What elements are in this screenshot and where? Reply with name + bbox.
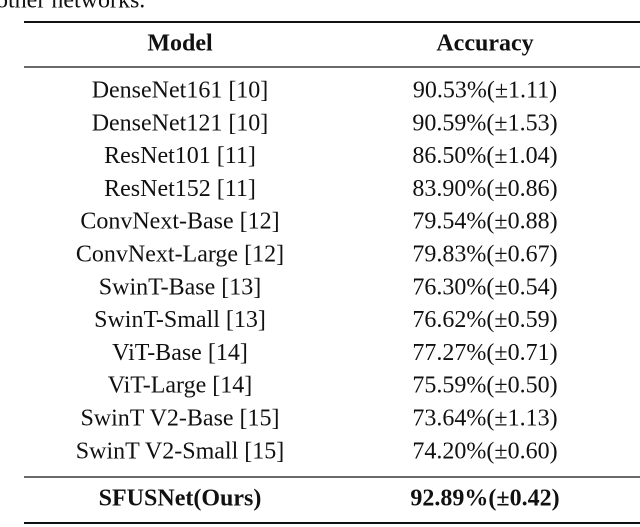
header-cell: Model <box>147 31 213 57</box>
accuracy-cell: 76.30%(±0.54) <box>412 274 557 300</box>
accuracy-cell: 90.59%(±1.53) <box>412 110 557 136</box>
accuracy-cell: 86.50%(±1.04) <box>412 143 557 169</box>
model-cell: ResNet152 [11] <box>104 176 256 202</box>
model-cell: ResNet101 [11] <box>104 143 256 169</box>
accuracy-cell: 74.20%(±0.60) <box>412 438 557 464</box>
model-cell: SwinT V2-Small [15] <box>76 438 284 464</box>
header-cell: Accuracy <box>436 31 533 57</box>
accuracy-cell: 92.89%(±0.42) <box>410 486 559 512</box>
model-cell: SFUSNet(Ours) <box>99 486 262 512</box>
accuracy-cell: 79.83%(±0.67) <box>412 242 557 268</box>
caption-fragment: other networks. <box>0 0 145 14</box>
model-cell: SwinT-Small [13] <box>94 307 266 333</box>
accuracy-cell: 79.54%(±0.88) <box>412 209 557 235</box>
accuracy-cell: 73.64%(±1.13) <box>412 406 557 432</box>
model-cell: ConvNext-Large [12] <box>76 242 284 268</box>
accuracy-cell: 77.27%(±0.71) <box>412 340 557 366</box>
model-cell: SwinT-Base [13] <box>99 274 261 300</box>
model-cell: DenseNet121 [10] <box>92 110 269 136</box>
accuracy-cell: 90.53%(±1.11) <box>413 78 557 104</box>
model-cell: DenseNet161 [10] <box>92 78 269 104</box>
model-cell: ViT-Large [14] <box>108 373 253 399</box>
accuracy-cell: 76.62%(±0.59) <box>412 307 557 333</box>
accuracy-cell: 83.90%(±0.86) <box>412 176 557 202</box>
model-cell: ConvNext-Base [12] <box>80 209 279 235</box>
accuracy-cell: 75.59%(±0.50) <box>412 373 557 399</box>
model-cell: ViT-Base [14] <box>112 340 248 366</box>
model-cell: SwinT V2-Base [15] <box>80 406 279 432</box>
